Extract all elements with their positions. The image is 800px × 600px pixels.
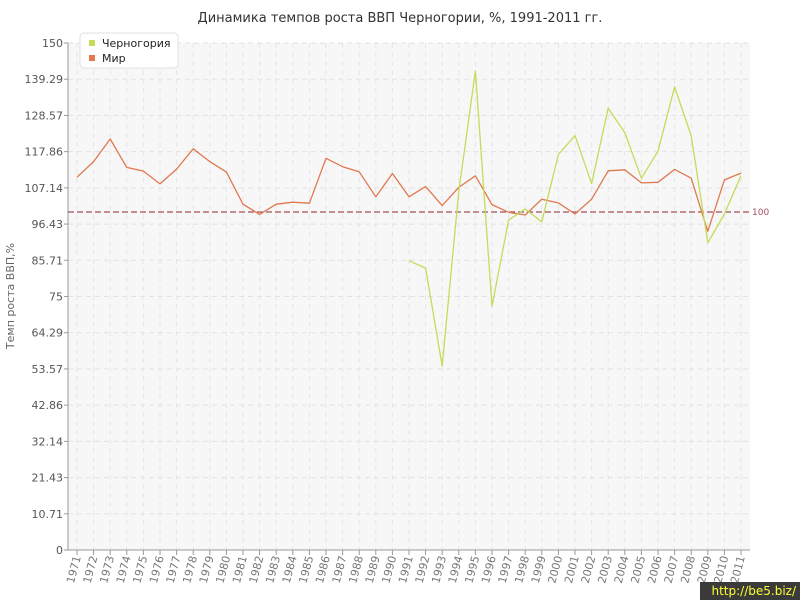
series-line-montenegro — [408, 70, 742, 367]
reference-line-label: 100 — [752, 208, 769, 218]
y-tick-label: 117.86 — [25, 146, 64, 159]
y-tick-label: 64.29 — [32, 327, 64, 340]
series-group — [76, 70, 742, 367]
legend-label-world: Мир — [102, 52, 126, 65]
series-line-world — [76, 138, 742, 232]
legend-swatch-montenegro — [89, 40, 95, 46]
y-tick-label: 75 — [49, 291, 63, 304]
y-axis-label: Темп роста ВВП,% — [4, 243, 17, 350]
y-tick-label: 85.71 — [32, 254, 64, 267]
y-tick-label: 139.29 — [25, 73, 64, 86]
y-tick-label: 42.86 — [32, 399, 64, 412]
reference-line-group: 100 — [68, 208, 769, 218]
legend-swatch-world — [89, 55, 95, 61]
y-tick-label: 96.43 — [32, 218, 64, 231]
grid — [68, 42, 750, 550]
y-tick-label: 150 — [42, 37, 63, 50]
chart-title: Динамика темпов роста ВВП Черногории, %,… — [198, 11, 603, 26]
y-tick-label: 128.57 — [25, 109, 64, 122]
y-tick-label: 10.71 — [32, 508, 64, 521]
x-ticks: 1971197219731974197519761977197819791980… — [64, 550, 748, 585]
legend-label-montenegro: Черногория — [102, 37, 170, 50]
y-tick-label: 53.57 — [32, 363, 64, 376]
legend-box — [79, 32, 179, 69]
y-tick-label: 107.14 — [25, 182, 64, 195]
y-ticks: 0 10.71 21.43 32.14 42.86 53.57 64.29 75 85.71 96… — [25, 37, 68, 557]
y-tick-label: 32.14 — [32, 435, 64, 448]
x-tick-label: 2011 — [728, 554, 748, 584]
watermark: http://be5.biz/ — [700, 582, 800, 600]
y-tick-label: 21.43 — [32, 472, 64, 485]
y-tick-label: 0 — [56, 544, 63, 557]
legend: Черногория Мир — [79, 32, 179, 69]
